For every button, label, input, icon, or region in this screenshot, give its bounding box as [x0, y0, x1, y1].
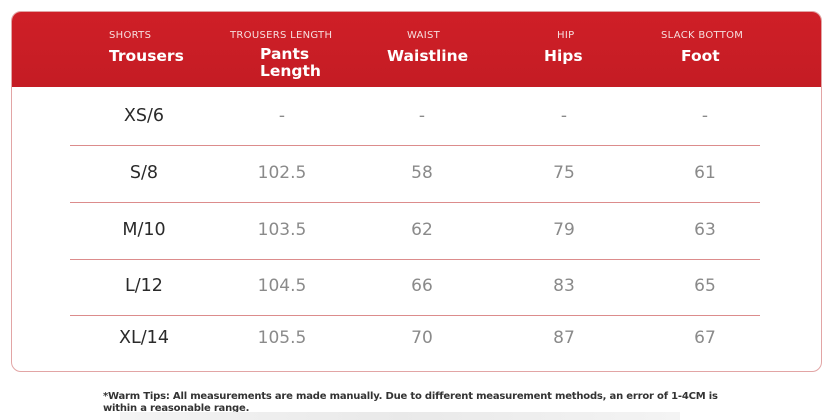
header-col-pants-length: TROUSERS LENGTH Pants Length — [212, 12, 362, 87]
foot-cell: 67 — [694, 328, 716, 348]
header-col-waistline: WAIST Waistline — [362, 12, 512, 87]
length-cell: 105.5 — [257, 328, 307, 348]
header-main-label: Trousers — [109, 47, 184, 65]
waist-cell: 70 — [411, 328, 433, 348]
header-sub-label: SLACK BOTTOM — [661, 30, 744, 41]
length-cell: 102.5 — [257, 163, 307, 183]
foot-cell: 63 — [694, 220, 716, 240]
header-main-label: Hips — [544, 47, 583, 65]
header-col-trousers: SHORTS Trousers — [12, 12, 212, 87]
size-cell: L/12 — [125, 276, 163, 296]
header-col-foot: SLACK BOTTOM Foot — [652, 12, 821, 87]
header-main-label: Waistline — [387, 47, 469, 65]
header-main-label: Pants Length — [260, 45, 321, 80]
size-cell: S/8 — [129, 163, 159, 183]
table-row: L/12 104.5 66 83 65 — [70, 258, 760, 316]
foot-cell: - — [701, 106, 709, 126]
hips-cell: 83 — [553, 276, 575, 296]
waist-cell: 58 — [411, 163, 433, 183]
header-col-hips: HIP Hips — [512, 12, 652, 87]
waist-cell: - — [418, 106, 426, 126]
table-row: XS/6 - - - - — [70, 88, 760, 146]
table-row: XL/14 105.5 70 87 67 — [70, 310, 760, 367]
size-cell: XS/6 — [123, 106, 165, 126]
hips-cell: 75 — [553, 163, 575, 183]
table-header: SHORTS Trousers TROUSERS LENGTH Pants Le… — [12, 12, 821, 87]
hips-cell: 87 — [553, 328, 575, 348]
foot-cell: 65 — [694, 276, 716, 296]
decorative-bottom-strip — [120, 412, 680, 420]
foot-cell: 61 — [694, 163, 716, 183]
size-cell: XL/14 — [119, 328, 169, 348]
header-sub-label: WAIST — [407, 30, 441, 41]
hips-cell: - — [560, 106, 568, 126]
hips-cell: 79 — [553, 220, 575, 240]
waist-cell: 66 — [411, 276, 433, 296]
header-sub-label: SHORTS — [109, 30, 152, 41]
warm-tips-note: *Warm Tips: All measurements are made ma… — [103, 391, 718, 414]
waist-cell: 62 — [411, 220, 433, 240]
length-cell: 103.5 — [257, 220, 307, 240]
header-sub-label: TROUSERS LENGTH — [230, 30, 333, 41]
header-main-label: Foot — [681, 47, 720, 65]
length-cell: 104.5 — [257, 276, 307, 296]
table-row: S/8 102.5 58 75 61 — [70, 145, 760, 203]
length-cell: - — [278, 106, 286, 126]
size-cell: M/10 — [122, 220, 166, 240]
size-chart-card: SHORTS Trousers TROUSERS LENGTH Pants Le… — [11, 11, 822, 372]
header-sub-label: HIP — [557, 30, 575, 41]
table-row: M/10 103.5 62 79 63 — [70, 202, 760, 260]
